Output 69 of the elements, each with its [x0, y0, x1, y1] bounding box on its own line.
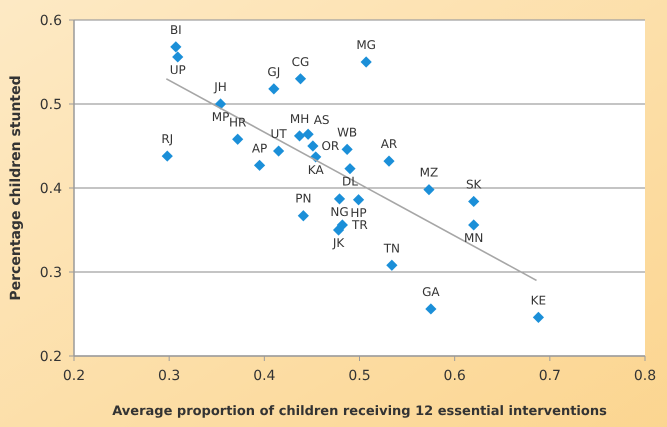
point: [468, 219, 480, 231]
annotation: OR: [321, 139, 340, 153]
x-tick-label: 0.2: [62, 368, 86, 384]
point: [298, 210, 309, 222]
annotation: JH: [213, 80, 227, 94]
point: [352, 194, 364, 206]
annotation: TN: [382, 241, 400, 256]
y-tick-label: 0.2: [40, 349, 62, 365]
x-tick-label: 0.6: [444, 368, 466, 384]
point: [532, 312, 544, 323]
point: [268, 83, 280, 94]
y-tick-label: 0.6: [40, 13, 62, 29]
point: [172, 51, 184, 63]
x-tick-label: 0.8: [634, 368, 656, 384]
point: [344, 163, 356, 174]
annotation: AR: [380, 137, 398, 152]
point: [170, 41, 182, 52]
annotation: AS: [314, 113, 330, 128]
annotation: SK: [466, 177, 483, 192]
point: [423, 184, 435, 196]
point: [294, 73, 306, 84]
annotation: KE: [530, 293, 546, 308]
annotation: MZ: [420, 166, 438, 180]
point: [360, 56, 372, 68]
x-tick-label: 0.5: [348, 368, 371, 384]
y-tick-label: 0.3: [40, 265, 62, 281]
point: [294, 130, 306, 142]
annotation: JK: [332, 236, 346, 250]
point: [336, 219, 348, 231]
annotation: HR: [229, 115, 246, 130]
annotation: NG: [330, 204, 349, 219]
annotation: GA: [422, 284, 440, 299]
annotation: PN: [295, 192, 312, 206]
point: [425, 303, 436, 315]
annotation: MN: [464, 230, 484, 245]
y-axis-title: Percentage children stunted: [8, 75, 24, 301]
annotation: DL: [342, 174, 358, 189]
annotation: KA: [308, 162, 324, 177]
x-tick-label: 0.7: [538, 368, 561, 384]
annotation: WB: [337, 125, 358, 140]
annotation: HP: [350, 206, 367, 220]
point: [302, 128, 314, 140]
point: [254, 160, 266, 171]
point: [468, 196, 480, 208]
point: [232, 134, 244, 145]
x-axis-title: Average proportion of children receiving 12 essential interventions: [112, 404, 608, 419]
x-tick-label: 0.4: [253, 368, 276, 384]
annotation: MG: [356, 38, 376, 52]
annotation: MH: [290, 112, 310, 126]
annotation: MP: [212, 110, 230, 124]
annotation: UT: [270, 127, 288, 142]
annotation: BI: [170, 22, 182, 37]
y-tick-label: 0.5: [40, 97, 62, 113]
point: [342, 144, 353, 155]
point: [383, 156, 395, 167]
point: [386, 260, 398, 271]
point: [273, 145, 284, 157]
y-tick-label: 0.4: [40, 181, 62, 197]
annotation: AP: [252, 141, 268, 156]
annotation: RJ: [161, 132, 174, 146]
annotation: TR: [351, 218, 368, 232]
annotation: UP: [170, 62, 186, 77]
point: [162, 150, 173, 162]
annotation: GJ: [267, 64, 280, 79]
point: [214, 98, 226, 110]
point: [307, 140, 318, 152]
x-tick-label: 0.3: [158, 368, 180, 384]
point: [334, 193, 346, 205]
annotation: CG: [292, 54, 310, 69]
